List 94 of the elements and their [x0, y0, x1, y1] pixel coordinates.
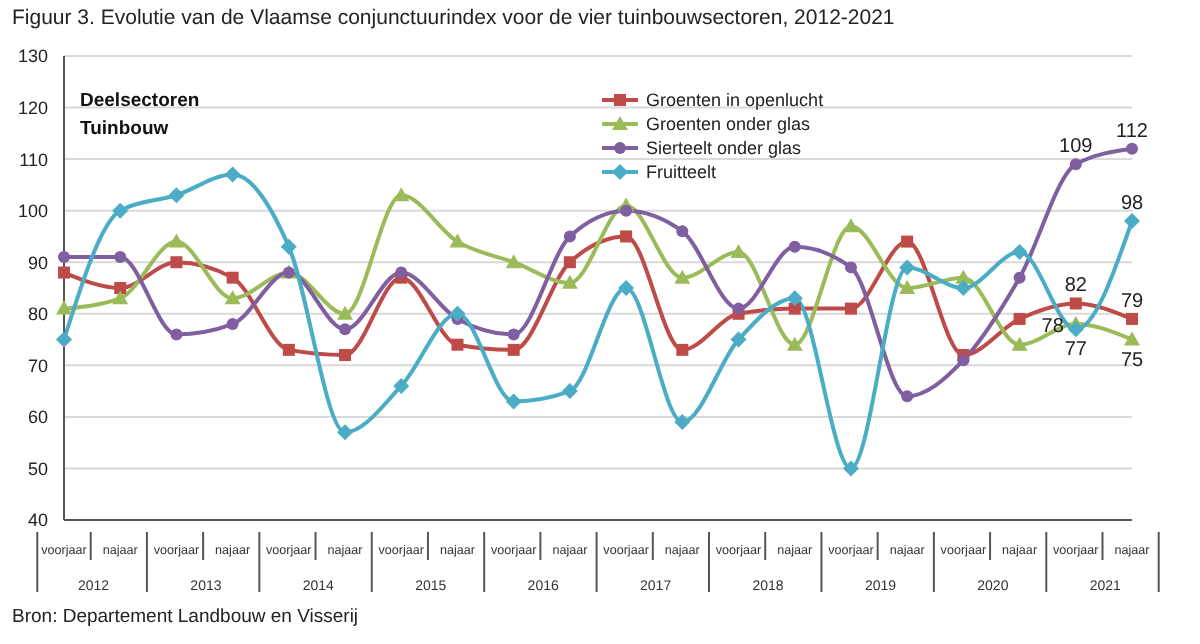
y-tick-label: 60	[27, 407, 48, 428]
point	[899, 280, 916, 294]
data-label: 112	[1116, 120, 1149, 143]
point	[561, 383, 578, 400]
point	[282, 343, 295, 356]
point	[505, 393, 522, 410]
point	[393, 187, 410, 202]
y-tick-label: 110	[19, 149, 48, 170]
point	[1067, 321, 1084, 338]
point	[844, 302, 857, 315]
point	[674, 269, 691, 284]
point	[899, 259, 916, 276]
point	[114, 282, 127, 294]
y-tick-label: 130	[17, 46, 48, 67]
point	[1069, 158, 1082, 171]
point	[56, 300, 72, 315]
point	[842, 460, 859, 477]
y-tick-label: 80	[27, 304, 48, 325]
legend-label: Fruitteelt	[646, 160, 717, 184]
point	[1124, 331, 1140, 346]
point	[224, 290, 241, 305]
point	[505, 254, 522, 269]
point	[168, 187, 185, 204]
y-tick-label: 40	[27, 510, 48, 531]
point	[563, 256, 576, 269]
y-tick-label: 70	[27, 355, 48, 376]
point	[168, 233, 185, 248]
point	[337, 305, 354, 320]
point	[844, 261, 857, 274]
legend-label: Groenten in openlucht	[646, 88, 824, 112]
legend-label: Groenten onder glas	[646, 112, 811, 136]
data-label: 82	[1064, 275, 1088, 298]
point	[170, 256, 183, 269]
point	[1124, 212, 1140, 229]
data-label: 79	[1120, 290, 1144, 313]
point	[676, 225, 689, 238]
point	[339, 323, 352, 336]
point	[112, 202, 129, 219]
point	[395, 266, 408, 279]
data-label: 75	[1120, 349, 1144, 372]
point	[955, 280, 972, 296]
point	[786, 336, 803, 351]
point	[732, 302, 745, 315]
point	[337, 424, 354, 441]
y-tick-label: 100	[17, 201, 48, 222]
point	[507, 343, 520, 356]
point	[957, 354, 970, 367]
chart-title: Figuur 3. Evolutie van de Vlaamse conjunctuurindex voor de vier tuinbouwsectoren, 2012-2021	[12, 6, 895, 30]
point	[676, 343, 689, 356]
point	[1011, 243, 1028, 260]
data-label: 77	[1064, 339, 1088, 362]
point	[901, 390, 914, 403]
point	[620, 204, 633, 217]
point	[58, 266, 70, 279]
point	[1011, 336, 1028, 351]
point	[393, 377, 410, 394]
y-tick-label: 50	[27, 458, 48, 479]
point	[58, 251, 70, 264]
y-tick-label: 90	[27, 252, 48, 273]
data-label: 98	[1120, 192, 1144, 215]
point	[618, 280, 635, 296]
point	[1069, 297, 1082, 310]
point	[788, 240, 801, 253]
point	[1126, 312, 1138, 325]
point	[1013, 271, 1026, 284]
point	[226, 318, 239, 331]
point	[1126, 142, 1138, 155]
point	[786, 290, 803, 307]
point	[901, 235, 914, 248]
point	[730, 243, 747, 258]
point	[226, 271, 239, 284]
point	[339, 349, 352, 362]
point	[674, 414, 691, 431]
point	[507, 328, 520, 341]
point	[1013, 312, 1026, 325]
text: Bron: Departement Landbouw en Visserij	[12, 606, 359, 628]
data-label: 109	[1059, 136, 1094, 159]
point	[112, 290, 129, 305]
point	[449, 233, 466, 248]
legend-title: Deelsectoren Tuinbouw	[80, 88, 202, 144]
point	[620, 230, 633, 243]
point	[114, 251, 127, 264]
point	[224, 166, 241, 183]
point	[730, 331, 747, 348]
y-tick-label: 120	[17, 97, 48, 118]
point	[563, 230, 576, 243]
point	[56, 331, 72, 348]
point	[561, 274, 578, 289]
point	[451, 338, 464, 351]
point	[788, 302, 801, 315]
legend-label: Sierteelt onder glas	[646, 136, 802, 160]
point	[170, 328, 183, 341]
point	[449, 305, 466, 322]
point	[280, 238, 297, 255]
